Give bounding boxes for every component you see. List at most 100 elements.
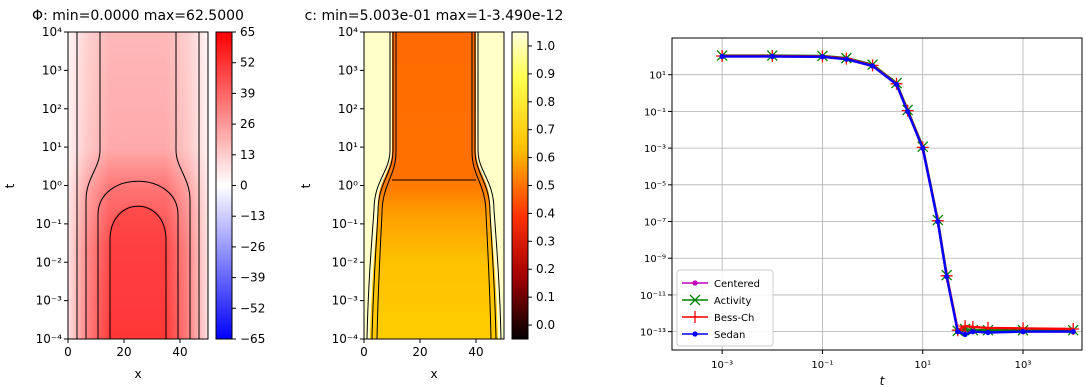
legend-label: Bess-Ch bbox=[714, 313, 754, 324]
y-tick-label: 10⁴ bbox=[338, 25, 358, 39]
phi-colorbar bbox=[215, 31, 233, 340]
colorbar-tick-label: −26 bbox=[240, 240, 265, 254]
colorbar-tick-label: 0.3 bbox=[536, 234, 555, 248]
y-tick-label: 10³ bbox=[42, 63, 62, 77]
line-legend: Centered Activity Bess-Ch Sedan bbox=[676, 269, 774, 347]
colorbar-tick-label: 13 bbox=[240, 148, 255, 162]
y-tick-label: 10⁰ bbox=[338, 179, 358, 193]
data-point bbox=[769, 53, 775, 59]
data-point bbox=[970, 329, 976, 335]
y-tick-label: 10⁻¹ bbox=[36, 217, 63, 231]
colorbar-tick-label: 0 bbox=[240, 179, 248, 193]
data-point bbox=[869, 63, 876, 69]
x-tick-label: 40 bbox=[172, 345, 187, 359]
phi-y-axis: 10⁻⁴ 10⁻³ 10⁻² 10⁻¹ 10⁰ 10¹ 10² 10³ 10⁴ bbox=[36, 25, 68, 346]
colorbar-tick-label: 0.5 bbox=[536, 179, 555, 193]
colorbar-tick-label: 39 bbox=[240, 86, 255, 100]
colorbar-tick-label: 0.1 bbox=[536, 290, 555, 304]
x-tick-label: 20 bbox=[116, 345, 131, 359]
y-tick-label: 10⁻³ bbox=[644, 144, 666, 155]
data-point bbox=[959, 320, 972, 333]
phi-y-label: t bbox=[3, 183, 17, 188]
x-tick-label: 10⁻¹ bbox=[811, 360, 833, 371]
colorbar-tick-label: 0.8 bbox=[536, 95, 555, 109]
legend-entry: Sedan bbox=[682, 330, 745, 341]
x-tick-label: 40 bbox=[468, 345, 483, 359]
c-title: c: min=5.003e-01 max=1-3.490e-12 bbox=[305, 8, 564, 24]
colorbar-tick-label: 0.7 bbox=[536, 123, 555, 137]
y-tick-label: 10⁻¹ bbox=[644, 107, 666, 118]
c-contours bbox=[366, 32, 502, 339]
y-tick-label: 10⁻³ bbox=[36, 294, 63, 308]
data-point bbox=[1070, 329, 1076, 335]
x-tick-label: 0 bbox=[360, 345, 368, 359]
data-point bbox=[719, 53, 725, 59]
colorbar-tick-label: −52 bbox=[240, 301, 265, 315]
colorbar-tick-label: −65 bbox=[240, 332, 265, 346]
y-tick-label: 10⁻³ bbox=[332, 294, 359, 308]
data-point bbox=[944, 273, 950, 280]
data-point bbox=[893, 81, 900, 87]
y-tick-label: 10⁻⁹ bbox=[644, 254, 666, 265]
y-tick-label: 10⁻² bbox=[332, 255, 359, 269]
x-tick-label: 0 bbox=[64, 345, 72, 359]
y-tick-label: 10⁻¹³ bbox=[640, 328, 666, 339]
y-tick-label: 10⁴ bbox=[42, 25, 62, 39]
x-tick-label: 10⁻³ bbox=[711, 360, 733, 371]
data-point bbox=[819, 54, 826, 60]
legend-marker bbox=[692, 331, 698, 337]
line-x-label: t bbox=[880, 374, 886, 387]
y-tick-label: 10⁻⁴ bbox=[332, 332, 359, 346]
legend-marker bbox=[689, 294, 701, 306]
y-tick-label: 10¹ bbox=[649, 71, 666, 82]
data-point bbox=[905, 108, 911, 115]
line-y-axis: 10¹ 10⁻¹ 10⁻³ 10⁻⁵ 10⁻⁷ 10⁻⁹ 10⁻¹¹ 10⁻¹³ bbox=[640, 71, 672, 339]
c-panel: c: min=5.003e-01 max=1-3.490e-12 10⁻⁴10⁻… bbox=[299, 8, 563, 381]
y-tick-label: 10⁻⁴ bbox=[36, 332, 63, 346]
phi-panel: Φ: min=0.0000 max=62.5000 10⁻⁴ 10⁻³ 10⁻² 10… bbox=[3, 8, 265, 381]
legend-entry: Bess-Ch bbox=[682, 311, 754, 324]
phi-contours bbox=[76, 32, 200, 339]
data-point bbox=[920, 145, 926, 151]
y-tick-label: 10⁻⁵ bbox=[644, 181, 666, 192]
x-tick-label: 10¹ bbox=[914, 360, 931, 371]
line-series bbox=[716, 49, 1080, 338]
y-tick-label: 10³ bbox=[338, 63, 358, 77]
data-point bbox=[1020, 329, 1026, 335]
colorbar-tick-label: 1.0 bbox=[536, 39, 555, 53]
data-point bbox=[962, 331, 968, 338]
phi-colorbar-ticks: 65 52 39 26 13 0 −13 −26 −39 −52 −65 bbox=[232, 25, 265, 346]
data-point bbox=[843, 56, 849, 62]
colorbar-tick-label: 0.0 bbox=[536, 318, 555, 332]
y-tick-label: 10² bbox=[338, 102, 358, 116]
colorbar-tick-label: 0.4 bbox=[536, 206, 555, 220]
phi-x-label: x bbox=[134, 367, 141, 381]
phi-title: Φ: min=0.0000 max=62.5000 bbox=[32, 8, 244, 24]
data-point bbox=[985, 329, 991, 336]
c-colorbar-ticks: 1.0 0.9 0.8 0.7 0.6 0.5 0.4 0.3 0.2 0.1 0.0 bbox=[528, 39, 555, 332]
y-tick-label: 10⁻¹¹ bbox=[640, 291, 666, 302]
y-tick-label: 10¹ bbox=[42, 140, 62, 154]
phi-x-axis: 0 20 40 bbox=[64, 339, 188, 359]
legend-label: Sedan bbox=[714, 330, 745, 341]
colorbar-tick-label: 26 bbox=[240, 117, 255, 131]
c-colorbar bbox=[511, 31, 529, 340]
colorbar-tick-label: 0.9 bbox=[536, 67, 555, 81]
c-heatmap bbox=[364, 32, 504, 339]
data-point bbox=[955, 329, 961, 335]
c-x-axis: 0 20 40 bbox=[360, 339, 484, 359]
legend-label: Centered bbox=[714, 279, 760, 290]
x-tick-label: 20 bbox=[412, 345, 427, 359]
y-tick-label: 10⁻¹ bbox=[332, 217, 359, 231]
c-x-label: x bbox=[430, 367, 437, 381]
y-tick-label: 10⁻⁷ bbox=[644, 218, 666, 229]
y-tick-label: 10¹ bbox=[338, 140, 358, 154]
legend-marker bbox=[689, 311, 701, 323]
data-point bbox=[935, 218, 941, 225]
c-y-axis: 10⁻⁴ 10⁻³ 10⁻² 10⁻¹ 10⁰ 10¹ 10² 10³ 10⁴ bbox=[332, 25, 364, 346]
colorbar-tick-label: 52 bbox=[240, 56, 255, 70]
series-line bbox=[722, 54, 1074, 333]
y-tick-label: 10⁻² bbox=[36, 255, 63, 269]
